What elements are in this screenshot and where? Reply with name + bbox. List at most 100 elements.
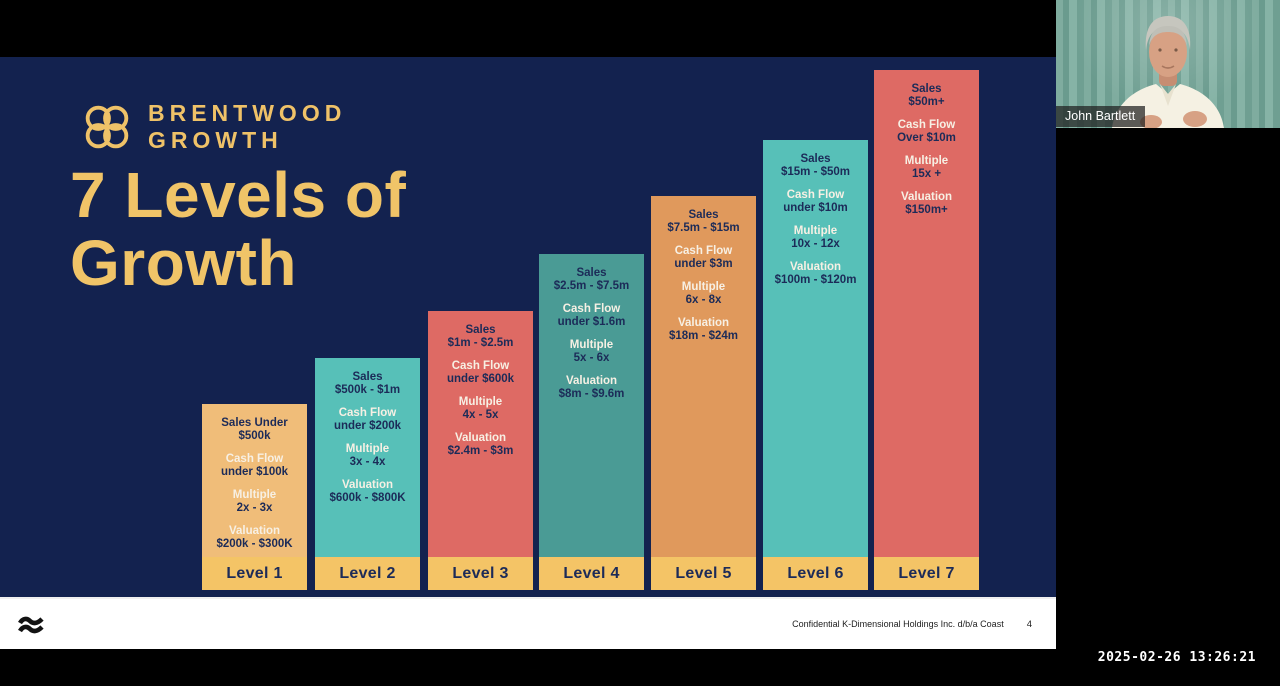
multiple-section: Multiple 15x + (874, 155, 979, 181)
valuation-section: Valuation $150m+ (874, 191, 979, 217)
multiple-section: Multiple 5x - 6x (539, 339, 644, 365)
valuation-value: $2.4m - $3m (447, 445, 514, 457)
valuation-section: Valuation $2.4m - $3m (428, 432, 533, 458)
celtic-knot-icon (85, 105, 129, 149)
sales-section: Sales $50m+ (874, 83, 979, 109)
level-details: Sales $50m+ Cash Flow Over $10m Multiple… (874, 70, 979, 557)
multiple-section: Multiple 10x - 12x (763, 225, 868, 251)
level-label: Level 4 (539, 557, 644, 590)
multiple-label: Multiple (345, 443, 390, 455)
sales-section: Sales $1m - $2.5m (428, 324, 533, 350)
cash-flow-section: Cash Flow under $100k (202, 453, 307, 479)
brand-name-line2: GROWTH (148, 127, 283, 153)
video-thumbnail: John Bartlett (1056, 0, 1280, 128)
level-label: Level 3 (428, 557, 533, 590)
valuation-value: $100m - $120m (774, 274, 857, 286)
presentation-slide: BRENTWOOD GROWTH 7 Levels of Growth Sale… (0, 57, 1056, 597)
level-label: Level 2 (315, 557, 420, 590)
cash-flow-value: under $100k (220, 466, 289, 478)
confidential-text: Confidential K-Dimensional Holdings Inc.… (792, 619, 1004, 629)
valuation-label: Valuation (228, 525, 281, 537)
valuation-label: Valuation (789, 261, 842, 273)
recording-timestamp: 2025-02-26 13:26:21 (1097, 650, 1256, 665)
cash-flow-section: Cash Flow under $600k (428, 360, 533, 386)
slide-footer: Confidential K-Dimensional Holdings Inc.… (0, 597, 1056, 649)
cash-flow-label: Cash Flow (562, 303, 621, 315)
cash-flow-label: Cash Flow (338, 407, 397, 419)
multiple-section: Multiple 6x - 8x (651, 281, 756, 307)
level-label: Level 7 (874, 557, 979, 590)
valuation-label: Valuation (565, 375, 618, 387)
cash-flow-label: Cash Flow (786, 189, 845, 201)
cash-flow-section: Cash Flow under $10m (763, 189, 868, 215)
level-column: Sales $500k - $1m Cash Flow under $200k … (315, 358, 420, 590)
multiple-label: Multiple (458, 396, 503, 408)
valuation-section: Valuation $100m - $120m (763, 261, 868, 287)
sales-section: Sales $7.5m - $15m (651, 209, 756, 235)
valuation-section: Valuation $8m - $9.6m (539, 375, 644, 401)
level-details: Sales Under $500k Cash Flow under $100k … (202, 404, 307, 557)
multiple-value: 2x - 3x (236, 502, 273, 514)
cash-flow-section: Cash Flow under $3m (651, 245, 756, 271)
valuation-section: Valuation $18m - $24m (651, 317, 756, 343)
sales-value: $50m+ (908, 96, 945, 108)
multiple-value: 5x - 6x (573, 352, 610, 364)
page-number: 4 (1026, 618, 1032, 630)
multiple-value: 4x - 5x (462, 409, 499, 421)
level-column: Sales $2.5m - $7.5m Cash Flow under $1.6… (539, 254, 644, 590)
brand-name: BRENTWOOD GROWTH (148, 100, 346, 154)
brand-lockup: BRENTWOOD GROWTH (78, 98, 346, 156)
slide-title-line2: Growth (70, 227, 297, 299)
multiple-section: Multiple 4x - 5x (428, 396, 533, 422)
valuation-value: $18m - $24m (668, 330, 739, 342)
valuation-value: $600k - $800K (329, 492, 406, 504)
cash-flow-value: under $200k (333, 420, 402, 432)
sales-label: Sales (911, 83, 942, 95)
valuation-section: Valuation $600k - $800K (315, 479, 420, 505)
cash-flow-label: Cash Flow (451, 360, 510, 372)
cash-flow-section: Cash Flow Over $10m (874, 119, 979, 145)
sales-value: $500k (238, 430, 271, 442)
sales-section: Sales Under $500k (202, 417, 307, 443)
sales-label: Sales (352, 371, 383, 383)
cash-flow-value: under $600k (446, 373, 515, 385)
multiple-value: 10x - 12x (791, 238, 840, 250)
multiple-section: Multiple 2x - 3x (202, 489, 307, 515)
valuation-value: $200k - $300K (216, 538, 293, 550)
brand-name-line1: BRENTWOOD (148, 100, 347, 126)
sales-value: $1m - $2.5m (447, 337, 514, 349)
valuation-value: $150m+ (905, 204, 948, 216)
level-details: Sales $7.5m - $15m Cash Flow under $3m M… (651, 196, 756, 557)
cash-flow-label: Cash Flow (897, 119, 956, 131)
sales-label: Sales (688, 209, 719, 221)
sales-value: $500k - $1m (334, 384, 401, 396)
multiple-label: Multiple (232, 489, 277, 501)
level-label: Level 6 (763, 557, 868, 590)
level-label: Level 1 (202, 557, 307, 590)
level-details: Sales $500k - $1m Cash Flow under $200k … (315, 358, 420, 557)
multiple-label: Multiple (793, 225, 838, 237)
coast-waves-icon (18, 616, 44, 634)
footer-meta: Confidential K-Dimensional Holdings Inc.… (792, 599, 1032, 649)
valuation-section: Valuation $200k - $300K (202, 525, 307, 551)
level-column: Sales $50m+ Cash Flow Over $10m Multiple… (874, 70, 979, 590)
sales-value: $2.5m - $7.5m (553, 280, 630, 292)
sales-label: Sales (465, 324, 496, 336)
sales-label: Sales Under (221, 417, 288, 429)
level-label: Level 5 (651, 557, 756, 590)
valuation-label: Valuation (341, 479, 394, 491)
cash-flow-value: under $1.6m (557, 316, 626, 328)
valuation-value: $8m - $9.6m (558, 388, 625, 400)
sales-label: Sales (576, 267, 607, 279)
level-column: Sales $1m - $2.5m Cash Flow under $600k … (428, 311, 533, 590)
level-details: Sales $2.5m - $7.5m Cash Flow under $1.6… (539, 254, 644, 557)
cash-flow-section: Cash Flow under $200k (315, 407, 420, 433)
sales-value: $15m - $50m (780, 166, 851, 178)
sales-section: Sales $500k - $1m (315, 371, 420, 397)
valuation-label: Valuation (677, 317, 730, 329)
valuation-label: Valuation (454, 432, 507, 444)
cash-flow-value: under $10m (783, 202, 848, 214)
multiple-label: Multiple (569, 339, 614, 351)
cash-flow-value: Over $10m (897, 132, 956, 144)
